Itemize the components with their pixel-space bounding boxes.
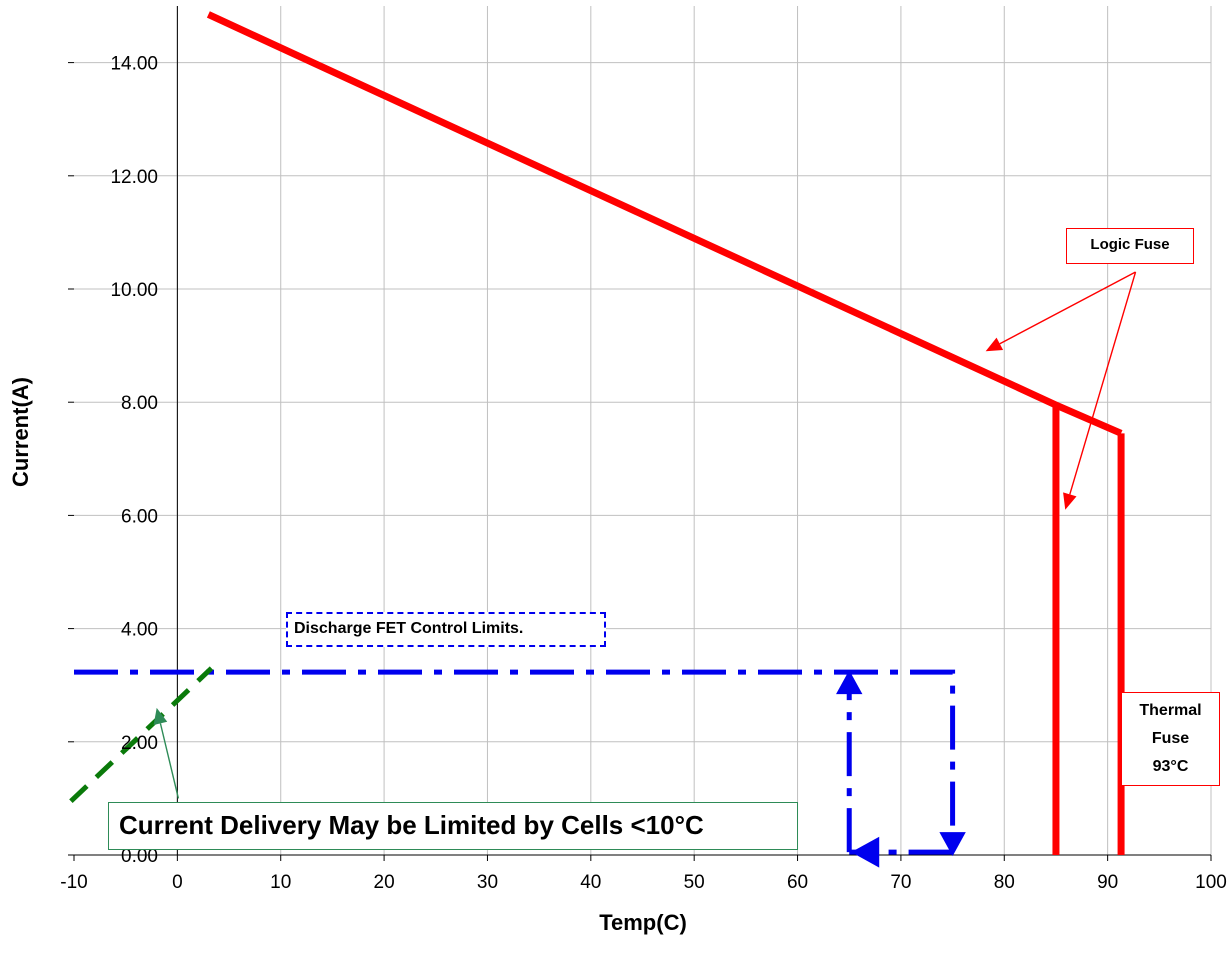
y-tick-label: 2.00 bbox=[121, 733, 158, 754]
logic-fuse-label: Logic Fuse bbox=[1066, 228, 1194, 264]
x-tick-label: -10 bbox=[60, 872, 87, 893]
axes bbox=[68, 6, 1212, 861]
annotation-arrowhead-2 bbox=[153, 707, 168, 726]
x-tick-label: 0 bbox=[172, 872, 183, 893]
tick-labels: -10 0 10 20 30 40 50 60 70 80 90 100 0.00 2.00 4.00 6.0… bbox=[60, 54, 1227, 893]
x-tick-label: 80 bbox=[994, 872, 1015, 893]
y-tick-label: 8.00 bbox=[121, 393, 158, 414]
fet-arrowhead-up bbox=[836, 670, 863, 695]
thermal-fuse-line-2: Fuse bbox=[1151, 730, 1190, 747]
y-axis-title: Current(A) bbox=[8, 377, 33, 487]
y-tick-label: 0.00 bbox=[121, 846, 158, 867]
y-tick-label: 4.00 bbox=[121, 620, 158, 641]
x-tick-label: 10 bbox=[270, 872, 291, 893]
x-tick-label: 60 bbox=[787, 872, 808, 893]
thermal-fuse-label: Thermal Fuse 93°C bbox=[1121, 692, 1220, 786]
x-tick-label: 50 bbox=[684, 872, 705, 893]
annotation-arrowhead-1 bbox=[1063, 492, 1077, 510]
fet-arrowhead-left bbox=[851, 836, 880, 868]
x-tick-label: 90 bbox=[1097, 872, 1118, 893]
y-tick-label: 10.00 bbox=[110, 280, 158, 301]
grid bbox=[74, 6, 1212, 855]
x-tick-label: 40 bbox=[580, 872, 601, 893]
cell-limit-note: Current Delivery May be Limited by Cells… bbox=[108, 802, 798, 850]
annotation-arrows bbox=[153, 271, 1137, 799]
annotation-arrowhead-0 bbox=[985, 337, 1004, 352]
annotation-arrow-1 bbox=[1069, 271, 1137, 495]
x-tick-label: 100 bbox=[1195, 872, 1227, 893]
x-tick-label: 20 bbox=[374, 872, 395, 893]
fet-limits-label: Discharge FET Control Limits. bbox=[286, 612, 606, 647]
annotation-arrow-2 bbox=[159, 723, 180, 799]
thermal-fuse-line-3: 93°C bbox=[1152, 758, 1189, 775]
series bbox=[69, 11, 1125, 868]
series-line-6 bbox=[69, 666, 214, 804]
fet-arrowhead-down bbox=[939, 832, 966, 857]
annotation-arrow-0 bbox=[999, 271, 1136, 345]
x-tick-label: 30 bbox=[477, 872, 498, 893]
y-tick-label: 12.00 bbox=[110, 167, 158, 188]
thermal-fuse-line-1: Thermal bbox=[1139, 702, 1202, 719]
y-tick-label: 14.00 bbox=[110, 54, 158, 75]
x-tick-label: 70 bbox=[890, 872, 911, 893]
y-tick-label: 6.00 bbox=[121, 506, 158, 527]
series-line-0 bbox=[206, 11, 1123, 437]
x-axis-title: Temp(C) bbox=[599, 910, 687, 935]
series-line-3 bbox=[74, 669, 956, 853]
